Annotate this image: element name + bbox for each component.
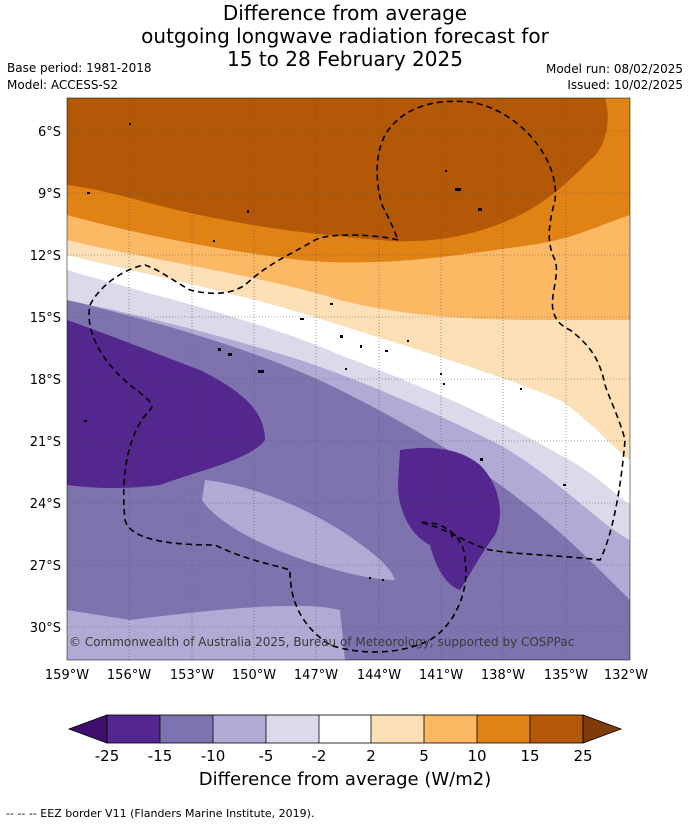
colorbar-segment	[160, 715, 213, 743]
map-frame	[66, 97, 631, 661]
lon-tick: 138°W	[481, 668, 525, 683]
lat-tick: 6°S	[38, 125, 61, 140]
lat-tick: 24°S	[30, 497, 61, 512]
colorbar-high-arrow	[582, 714, 623, 744]
lon-tick: 150°W	[232, 668, 276, 683]
colorbar-segment	[424, 715, 477, 743]
lon-tick: 135°W	[544, 668, 588, 683]
colorbar-segment	[371, 715, 424, 743]
colorbar-segment	[477, 715, 530, 743]
colorbar-label: -2	[312, 747, 327, 765]
issued-date: Issued: 10/02/2025	[567, 78, 683, 92]
colorbar-label: 25	[573, 747, 592, 765]
lon-tick: 132°W	[604, 668, 648, 683]
colorbar-label: 2	[366, 747, 376, 765]
colorbar-segment	[266, 715, 319, 743]
colorbar-label: -25	[95, 747, 120, 765]
lat-tick: 15°S	[30, 311, 61, 326]
colorbar-segment	[213, 715, 266, 743]
colorbar-label: -10	[201, 747, 226, 765]
lon-tick: 144°W	[357, 668, 401, 683]
colorbar-segment	[319, 715, 371, 743]
lat-tick: 9°S	[38, 187, 61, 202]
title-line-3: 15 to 28 February 2025	[227, 47, 463, 71]
colorbar: -25 -15 -10 -5 -2 2 5 10 15 25	[67, 714, 623, 765]
lat-tick: 18°S	[30, 373, 61, 388]
eez-footnote: -- -- -- EEZ border V11 (Flanders Marine…	[6, 807, 315, 820]
lon-tick: 141°W	[419, 668, 463, 683]
model-name: Model: ACCESS-S2	[7, 78, 119, 92]
colorbar-label: 5	[419, 747, 429, 765]
lat-tick: 30°S	[30, 621, 61, 636]
latitude-axis: 6°S 9°S 12°S 15°S 18°S 21°S 24°S 27°S 30…	[30, 125, 61, 636]
lon-tick: 159°W	[45, 668, 89, 683]
title-line-2: outgoing longwave radiation forecast for	[141, 24, 549, 48]
colorbar-title: Difference from average (W/m2)	[198, 769, 492, 790]
lat-tick: 12°S	[30, 249, 61, 264]
copyright-notice: © Commonwealth of Australia 2025, Bureau…	[69, 635, 574, 649]
model-run: Model run: 08/02/2025	[545, 62, 683, 76]
colorbar-segment	[107, 715, 160, 743]
title-line-1: Difference from average	[222, 1, 468, 25]
graticule	[67, 98, 630, 660]
colorbar-label: 10	[467, 747, 486, 765]
lon-tick: 156°W	[107, 668, 151, 683]
lat-tick: 27°S	[30, 559, 61, 574]
lat-tick: 21°S	[30, 435, 61, 450]
colorbar-low-arrow	[67, 714, 108, 744]
colorbar-label: -15	[148, 747, 173, 765]
colorbar-segment	[530, 715, 583, 743]
island-markers	[84, 123, 566, 581]
base-period: Base period: 1981-2018	[7, 61, 152, 75]
lon-tick: 153°W	[170, 668, 214, 683]
longitude-axis: 159°W 156°W 153°W 150°W 147°W 144°W 141°…	[45, 668, 648, 683]
colorbar-label: 15	[520, 747, 539, 765]
lon-tick: 147°W	[294, 668, 338, 683]
anomaly-field: © Commonwealth of Australia 2025, Bureau…	[67, 98, 630, 660]
colorbar-label: -5	[259, 747, 274, 765]
